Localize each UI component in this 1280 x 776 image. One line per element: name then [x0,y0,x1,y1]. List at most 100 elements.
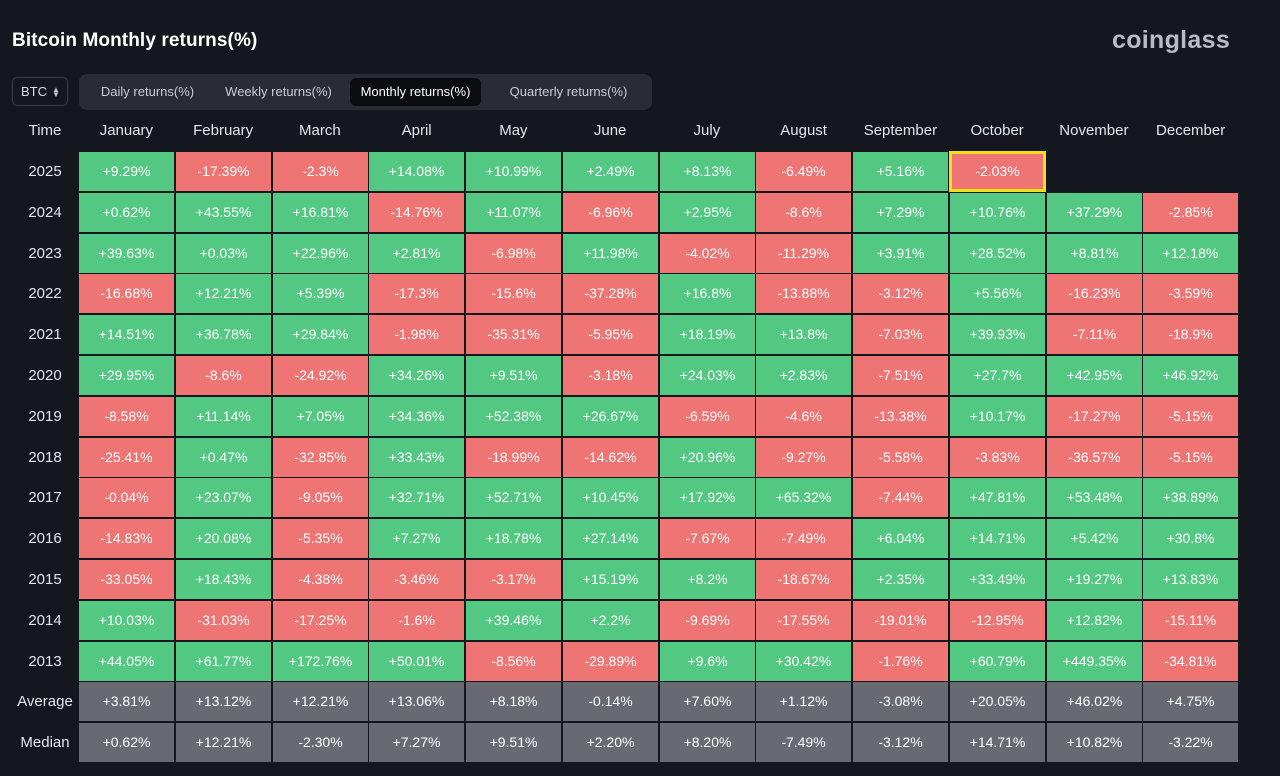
cell-2024-june: -6.96% [563,193,658,232]
cell-average-may: +8.18% [466,682,561,721]
cell-2014-august: -17.55% [756,601,851,640]
cell-2020-october: +27.7% [950,356,1045,395]
cell-2023-january: +39.63% [79,234,174,273]
cell-average-june: -0.14% [563,682,658,721]
cell-2024-september: +7.29% [853,193,948,232]
cell-2016-may: +18.78% [466,519,561,558]
cell-2024-november: +37.29% [1047,193,1142,232]
header-february: February [193,122,254,139]
cell-2025-may: +10.99% [466,152,561,191]
tab-daily-returns[interactable]: Daily returns(%) [100,84,195,99]
row-label-2017: 2017 [28,489,62,506]
cell-2020-march: -24.92% [273,356,368,395]
cell-2025-february: -17.39% [176,152,271,191]
cell-2013-january: +44.05% [79,642,174,681]
cell-median-august: -7.49% [756,723,851,762]
cell-2019-february: +11.14% [176,397,271,436]
cell-2020-may: +9.51% [466,356,561,395]
cell-2016-december: +30.8% [1143,519,1238,558]
row-label-2015: 2015 [28,571,62,588]
cell-2023-august: -11.29% [756,234,851,273]
cell-2025-march: -2.3% [273,152,368,191]
cell-2023-february: +0.03% [176,234,271,273]
row-label-2014: 2014 [28,612,62,629]
cell-2019-january: -8.58% [79,397,174,436]
cell-2017-december: +38.89% [1143,478,1238,517]
cell-2019-april: +34.36% [369,397,464,436]
header-may: May [499,122,528,139]
tab-monthly-returns[interactable]: Monthly returns(%) [350,78,481,106]
cell-2022-november: -16.23% [1047,274,1142,313]
cell-2014-june: +2.2% [563,601,658,640]
tab-quarterly-returns[interactable]: Quarterly returns(%) [509,84,628,99]
row-label-2013: 2013 [28,653,62,670]
cell-2016-june: +27.14% [563,519,658,558]
cell-2023-july: -4.02% [660,234,755,273]
cell-2015-march: -4.38% [273,560,368,599]
header-september: September [863,122,938,139]
cell-2022-july: +16.8% [660,274,755,313]
cell-2023-march: +22.96% [273,234,368,273]
cell-2014-april: -1.6% [369,601,464,640]
coin-select[interactable]: BTC ▲ ▼ [12,77,68,106]
row-label-2025: 2025 [28,163,62,180]
cell-2017-july: +17.92% [660,478,755,517]
cell-2020-april: +34.26% [369,356,464,395]
cell-median-july: +8.20% [660,723,755,762]
cell-2018-march: -32.85% [273,438,368,477]
cell-2014-december: -15.11% [1143,601,1238,640]
cell-2020-december: +46.92% [1143,356,1238,395]
cell-2021-august: +13.8% [756,315,851,354]
cell-2018-august: -9.27% [756,438,851,477]
cell-2024-july: +2.95% [660,193,755,232]
cell-2021-january: +14.51% [79,315,174,354]
row-label-2024: 2024 [28,204,62,221]
tab-weekly-returns[interactable]: Weekly returns(%) [225,84,332,99]
cell-2021-october: +39.93% [950,315,1045,354]
cell-2025-september: +5.16% [853,152,948,191]
cell-2015-september: +2.35% [853,560,948,599]
cell-2013-april: +50.01% [369,642,464,681]
cell-2024-august: -8.6% [756,193,851,232]
cell-2022-september: -3.12% [853,274,948,313]
header-july: July [693,122,721,139]
cell-2018-july: +20.96% [660,438,755,477]
cell-2025-october: -2.03% [949,151,1046,192]
page-title: Bitcoin Monthly returns(%) [12,30,258,51]
cell-2013-june: -29.89% [563,642,658,681]
cell-2016-september: +6.04% [853,519,948,558]
header-january: January [99,122,154,139]
cell-2025-june: +2.49% [563,152,658,191]
cell-2015-november: +19.27% [1047,560,1142,599]
cell-average-april: +13.06% [369,682,464,721]
cell-2023-december: +12.18% [1143,234,1238,273]
cell-2017-september: -7.44% [853,478,948,517]
cell-2021-november: -7.11% [1047,315,1142,354]
cell-2014-february: -31.03% [176,601,271,640]
coin-select-value: BTC [21,84,47,99]
cell-2024-march: +16.81% [273,193,368,232]
cell-2022-june: -37.28% [563,274,658,313]
cell-median-december: -3.22% [1143,723,1238,762]
cell-2024-january: +0.62% [79,193,174,232]
cell-2013-december: -34.81% [1143,642,1238,681]
chevron-up-down-icon: ▲ ▼ [52,84,60,99]
cell-2022-january: -16.68% [79,274,174,313]
cell-2021-may: -35.31% [466,315,561,354]
header-time: Time [28,122,62,139]
brand-logo: coinglass [1112,26,1231,54]
row-label-average: Average [17,693,73,710]
cell-2013-march: +172.76% [273,642,368,681]
cell-2014-july: -9.69% [660,601,755,640]
row-label-2016: 2016 [28,530,62,547]
cell-2013-october: +60.79% [950,642,1045,681]
cell-2018-january: -25.41% [79,438,174,477]
cell-2019-november: -17.27% [1047,397,1142,436]
cell-2013-november: +449.35% [1047,642,1142,681]
cell-2014-september: -19.01% [853,601,948,640]
cell-median-may: +9.51% [466,723,561,762]
header-december: December [1156,122,1226,139]
cell-2025-july: +8.13% [660,152,755,191]
cell-2024-february: +43.55% [176,193,271,232]
cell-2013-august: +30.42% [756,642,851,681]
